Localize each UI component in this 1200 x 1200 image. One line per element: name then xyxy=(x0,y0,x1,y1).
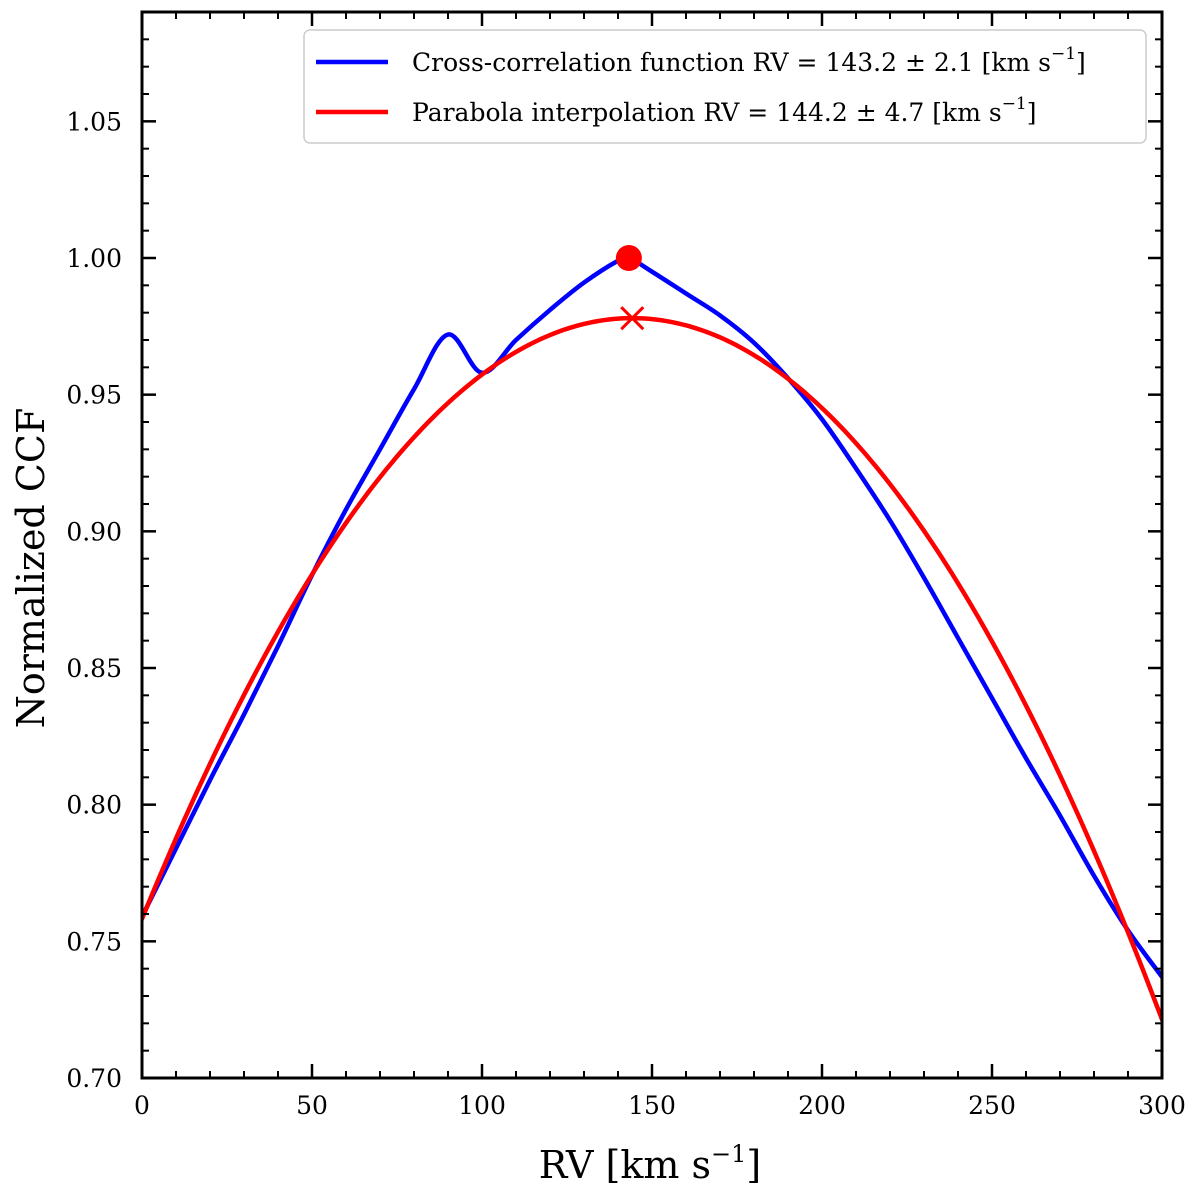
x-tick-label: 250 xyxy=(968,1091,1016,1120)
ticks-layer xyxy=(140,11,1164,1080)
parabola-peak-marker xyxy=(620,306,645,331)
y-tick-label: 0.95 xyxy=(66,381,122,410)
series-layer xyxy=(142,254,1162,1022)
x-tick-label: 150 xyxy=(628,1091,676,1120)
markers xyxy=(615,245,645,331)
x-tick-label: 300 xyxy=(1138,1091,1186,1120)
legend-entry-parabola: Parabola interpolation RV = 144.2 ± 4.7 … xyxy=(412,94,1037,127)
y-tick-label: 0.85 xyxy=(66,654,122,683)
y-tick-label: 0.70 xyxy=(66,1064,122,1093)
x-tick-label: 200 xyxy=(798,1091,846,1120)
tick-labels: 0 50 100 150 200 250 300 0.70 0.75 0.80 0.85 0.90 0.… xyxy=(66,107,1186,1120)
y-tick-label: 0.75 xyxy=(66,927,122,956)
y-tick-label: 0.90 xyxy=(66,517,122,546)
ccf-peak-marker xyxy=(615,245,642,271)
legend-box xyxy=(303,29,1147,144)
x-tick-label: 50 xyxy=(296,1091,328,1120)
y-axis-label: Normalized CCF xyxy=(9,408,53,729)
legend-entry-ccf: Cross-correlation function RV = 143.2 ± … xyxy=(412,44,1086,77)
x-axis-label: RV [km s−1] xyxy=(539,1140,761,1187)
y-tick-label: 1.00 xyxy=(66,244,122,273)
plot-frame xyxy=(140,10,1164,1080)
x-tick-label: 0 xyxy=(134,1091,150,1120)
ccf-series-line xyxy=(142,254,1162,980)
x-tick-label: 100 xyxy=(458,1091,506,1120)
y-tick-label: 1.05 xyxy=(66,107,122,136)
legend: Cross-correlation function RV = 143.2 ± … xyxy=(303,29,1147,144)
y-tick-label: 0.80 xyxy=(66,791,122,820)
parabola-series-line xyxy=(142,315,1162,1022)
